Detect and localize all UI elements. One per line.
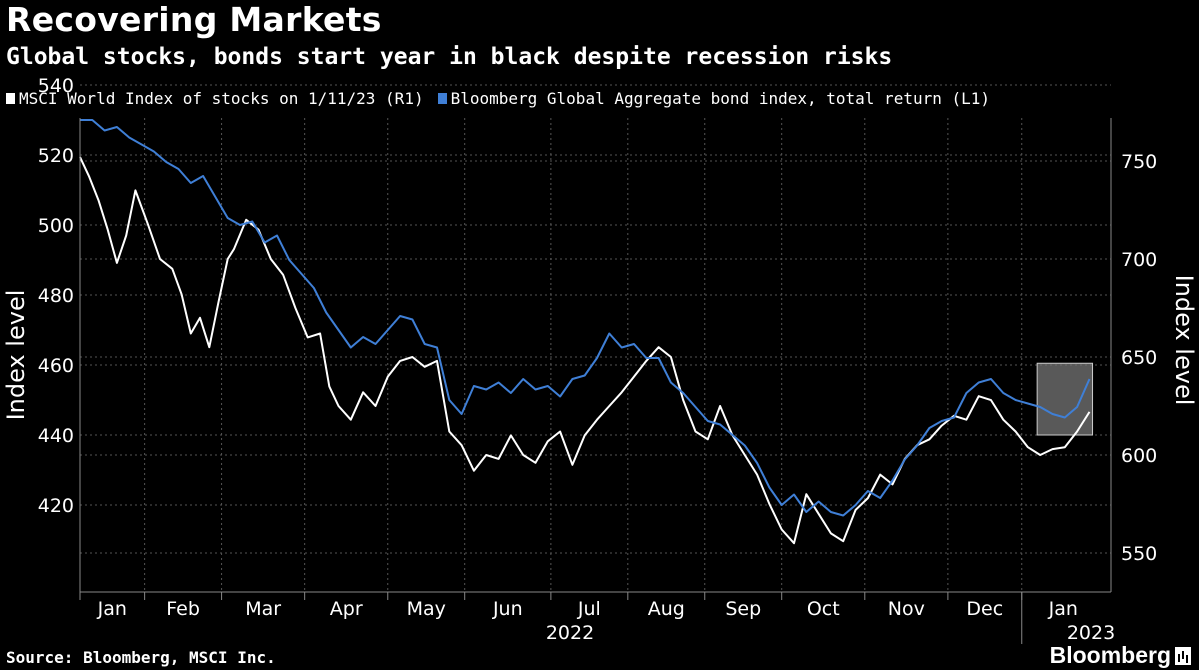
- x-tick-label: Aug: [648, 598, 685, 620]
- series-line-stocks: [79, 156, 1091, 545]
- bloomberg-chart-icon: [1175, 646, 1191, 665]
- chart-subtitle: Global stocks, bonds start year in black…: [6, 44, 893, 70]
- left-tick-label: 540: [38, 75, 74, 97]
- brand-logo: Bloomberg: [1050, 642, 1191, 669]
- year-label-2022: 2022: [546, 622, 594, 644]
- legend-swatch-stocks: [6, 93, 15, 104]
- left-tick-label: 520: [38, 145, 74, 167]
- right-tick-label: 750: [1121, 151, 1157, 173]
- x-tick-label: Jul: [577, 598, 601, 620]
- legend-item-bonds: Bloomberg Global Aggregate bond index, t…: [437, 89, 991, 108]
- x-tick-label: Sep: [725, 598, 761, 620]
- left-tick-label: 480: [38, 285, 74, 307]
- x-tick-label: Nov: [888, 598, 925, 620]
- x-tick-label: Jun: [492, 598, 523, 620]
- left-tick-label: 500: [38, 215, 74, 237]
- year-label-2023: 2023: [1067, 622, 1115, 644]
- left-axis-title: Index level: [2, 290, 30, 421]
- source-note: Source: Bloomberg, MSCI Inc.: [6, 648, 276, 667]
- x-tick-label: Jan: [97, 598, 127, 620]
- legend-swatch-bonds: [437, 93, 447, 104]
- brand-name: Bloomberg: [1049, 642, 1171, 668]
- legend-item-stocks: MSCI World Index of stocks on 1/11/23 (R…: [6, 89, 424, 108]
- chart-title: Recovering Markets: [6, 0, 382, 39]
- right-tick-label: 550: [1121, 543, 1157, 565]
- right-axis-title: Index level: [1170, 275, 1198, 406]
- x-tick-label: Apr: [330, 598, 363, 620]
- x-tick-label: Jan: [1048, 598, 1078, 620]
- x-tick-label: Feb: [166, 598, 200, 620]
- x-tick-label: May: [407, 598, 446, 620]
- series-line-bonds: [80, 119, 1091, 517]
- legend-label-stocks: MSCI World Index of stocks on 1/11/23 (R…: [19, 89, 424, 108]
- x-tick-label: Mar: [245, 598, 281, 620]
- legend: MSCI World Index of stocks on 1/11/23 (R…: [6, 89, 990, 108]
- right-tick-label: 700: [1121, 249, 1157, 271]
- right-tick-label: 650: [1121, 347, 1157, 369]
- left-tick-label: 420: [38, 495, 74, 517]
- legend-label-bonds: Bloomberg Global Aggregate bond index, t…: [450, 89, 991, 108]
- x-tick-label: Dec: [966, 598, 1003, 620]
- right-tick-label: 600: [1121, 445, 1157, 467]
- left-tick-label: 460: [38, 355, 74, 377]
- left-tick-label: 440: [38, 425, 74, 447]
- x-tick-label: Oct: [807, 598, 840, 620]
- highlight-box: [1036, 362, 1094, 436]
